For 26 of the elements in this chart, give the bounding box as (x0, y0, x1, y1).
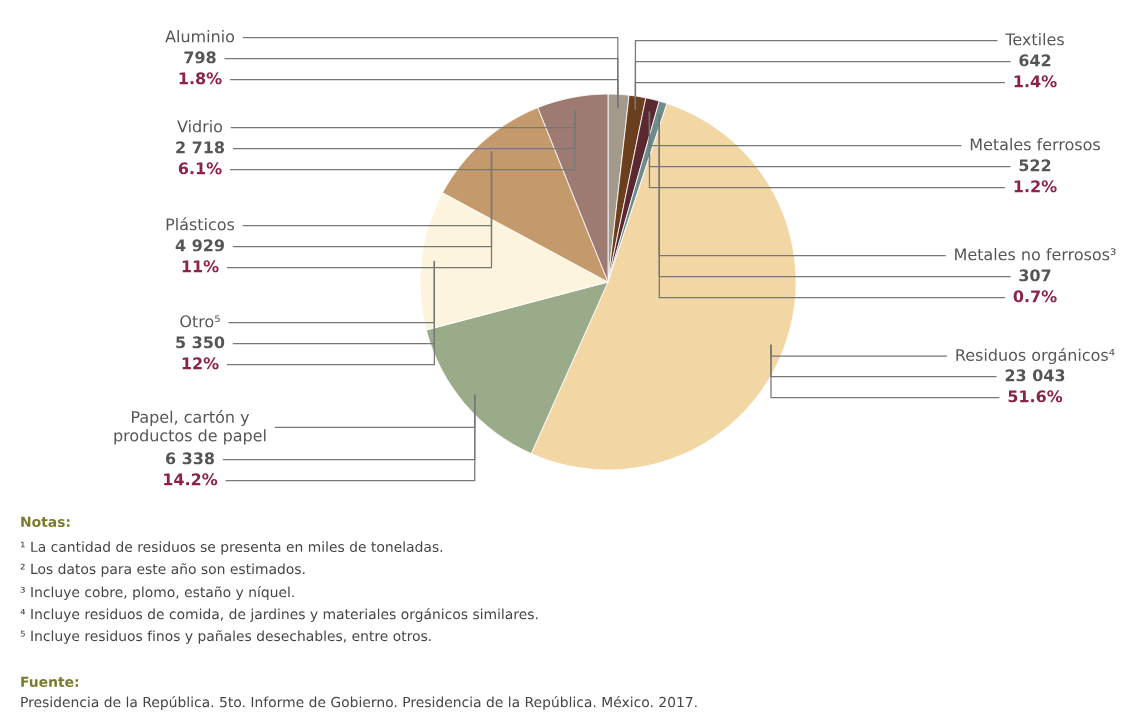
data-label: 798 1.8% (179, 51, 222, 85)
data-label: 307 0.7% (1013, 269, 1057, 303)
slice-label: Plásticos (166, 217, 235, 231)
slice-label: Otro⁵ (180, 315, 220, 328)
slice-label: Residuos orgánicos⁴ (956, 348, 1115, 365)
slice-label: Vidrio (177, 120, 223, 133)
text: Presidencia de la República. 5to. Informe de Gobierno. Presidencia de la República. México. 2017. (21, 696, 697, 710)
data-label: 522 1.2% (1014, 159, 1057, 193)
source-note: Fuente: (21, 676, 79, 688)
data-label: 23 043 51.6% (1005, 369, 1065, 403)
text: ¹ La cantidad de residuos se presenta en miles de toneladas. (20, 541, 443, 555)
slice-label: Textiles (1005, 33, 1064, 46)
data-label: 5 350 12% (176, 336, 225, 370)
text: Notas: (21, 516, 70, 528)
text: ² Los datos para este año son estimados. (20, 563, 305, 577)
data-label: 6 338 14.2% (164, 452, 218, 486)
slice-label: Papel, cartón y productos de papel (114, 410, 266, 445)
data-label: 2 718 6.1% (176, 141, 225, 175)
data-label: 4 929 11% (175, 239, 224, 273)
text: ³ Incluye cobre, plomo, estaño y níquel. (20, 586, 294, 600)
slice-label: Metales ferrosos (970, 138, 1100, 151)
text: ⁵ Incluye residuos finos y pañales desechables, entre otros. (20, 630, 431, 644)
data-label: 642 1.4% (1014, 54, 1057, 88)
slice-label: Metales no ferrosos³ (955, 248, 1116, 261)
slice-label: Aluminio (165, 30, 235, 43)
text: ⁴ Incluye residuos de comida, de jardines y materiales orgánicos similares. (20, 608, 538, 622)
